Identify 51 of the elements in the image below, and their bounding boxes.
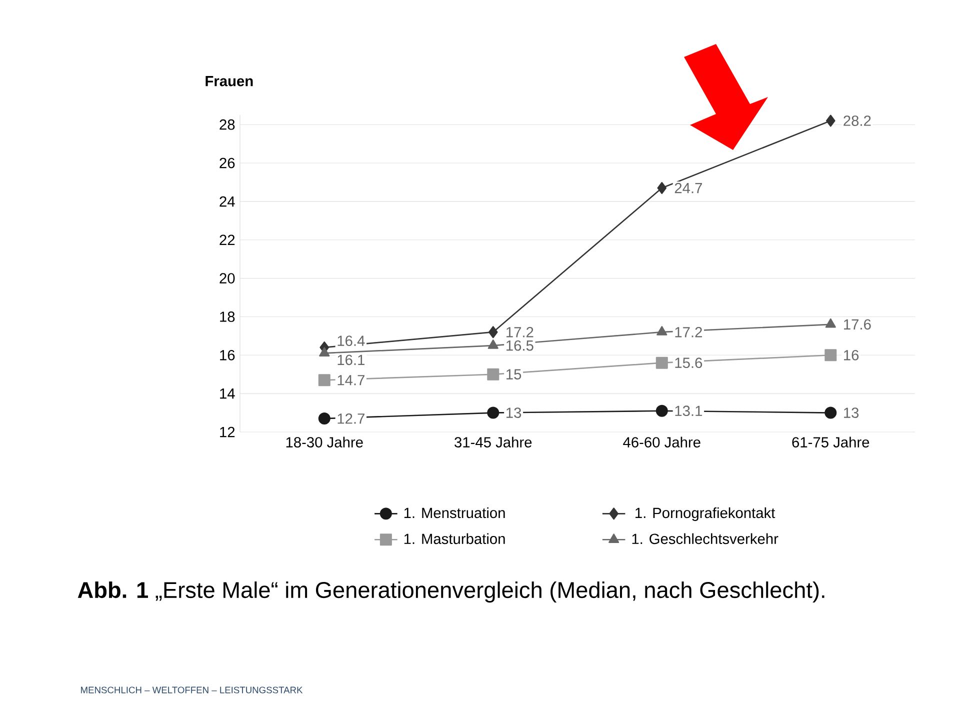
point [487,406,500,419]
y-tick-label: 14 [220,388,235,399]
point [318,374,330,386]
point [657,182,667,194]
data-label: 17.2 [506,326,534,338]
point [488,326,498,338]
data-label: 16.5 [506,340,534,351]
data-label: 28.2 [844,116,871,126]
data-label: 13.1 [675,406,702,416]
y-tick-label: 24 [220,196,235,207]
y-tick-label: 12 [220,426,235,438]
data-label: 15 [506,369,522,380]
data-label: 17.6 [844,319,871,330]
point [318,412,330,425]
y-tick-label: 18 [220,312,235,322]
x-tick-label: 46-60 Jahre [623,436,700,448]
point [656,404,668,417]
data-label: 24.7 [674,182,702,194]
data-label: 17.2 [675,326,702,338]
text: MENSCHLICH – WELTOFFEN – LEISTUNGSSTARK [81,686,303,694]
legend-label: 1. Geschlechtsverkehr [632,533,778,544]
point [656,326,668,336]
y-tick-label: 22 [220,234,235,245]
legend-label: 1. Pornografiekontakt [636,507,776,521]
legend-label: 1. Masturbation [404,533,505,544]
point [487,368,500,380]
point [488,340,498,349]
text: Abb. 1 „Erste Male“ im Generationenvergleich (Median, nach Geschlecht). [78,581,824,603]
data-label: 14.7 [338,375,364,386]
point [319,347,330,357]
data-label: 12.7 [338,413,364,424]
point [656,356,668,369]
data-label: 16.4 [338,336,365,346]
data-label: 13 [844,408,859,418]
y-tick-label: 16 [220,350,235,360]
x-tick-label: 61-75 Jahre [792,436,870,448]
point [824,406,837,419]
x-tick-label: 31-45 Jahre [454,436,532,448]
x-tick-label: 18-30 Jahre [286,436,363,448]
y-tick-label: 20 [220,273,235,284]
point [824,349,837,362]
legend-label: 1. Menstruation [404,507,505,518]
data-label: 16 [844,350,859,360]
point [826,114,836,127]
y-tick-label: 28 [220,119,235,130]
point [825,318,836,328]
data-label: 16.1 [338,354,364,366]
y-tick-label: 26 [220,158,235,168]
data-label: 15.6 [675,358,702,368]
data-label: 13 [506,408,522,418]
chart-title: Frauen [206,76,253,86]
